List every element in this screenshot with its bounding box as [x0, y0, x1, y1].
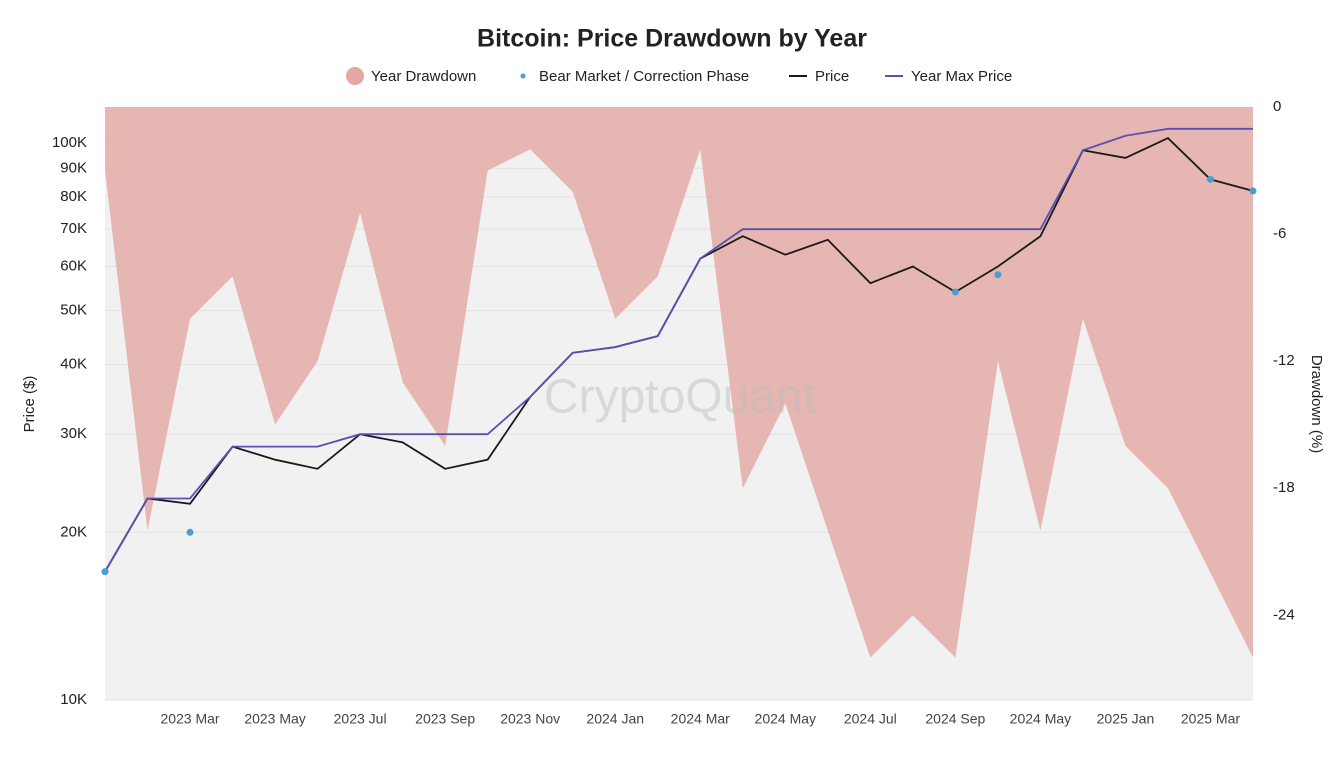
y2-axis-label: Drawdown (%)	[1308, 355, 1325, 453]
x-tick-label: 2023 May	[244, 711, 305, 727]
bear-point	[1249, 187, 1257, 195]
x-tick-label: 2023 Mar	[160, 711, 219, 727]
bear-point	[1206, 175, 1214, 183]
y-tick-label: 30K	[60, 425, 87, 442]
legend-item: Bear Market / Correction Phase	[520, 68, 749, 85]
y2-tick-label: -6	[1273, 225, 1286, 242]
y-tick-label: 50K	[60, 302, 87, 319]
x-tick-label: 2025 Mar	[1181, 711, 1240, 727]
legend-item: Year Max Price	[885, 68, 1012, 85]
legend-swatch	[520, 73, 526, 79]
x-tick-label: 2024 Sep	[925, 711, 985, 727]
y2-tick-label: 0	[1273, 98, 1281, 115]
y-tick-label: 80K	[60, 188, 87, 205]
legend-item: Year Drawdown	[346, 67, 476, 85]
y-tick-label: 40K	[60, 356, 87, 373]
drawdown-area	[105, 107, 1253, 658]
watermark: CryptoQuant	[544, 371, 816, 424]
y-tick-label: 20K	[60, 523, 87, 540]
y-tick-label: 10K	[60, 691, 87, 708]
legend-label: Year Drawdown	[371, 68, 476, 85]
legend-label: Year Max Price	[911, 68, 1012, 85]
x-tick-label: 2024 Jan	[586, 711, 644, 727]
bear-point	[101, 568, 109, 576]
price-line	[104, 127, 1253, 573]
legend-swatch	[346, 67, 364, 85]
y2-tick-label: -24	[1273, 606, 1295, 623]
y2-tick-label: -18	[1273, 479, 1295, 496]
y-tick-label: 90K	[60, 159, 87, 176]
x-tick-label: 2024 May	[1010, 711, 1071, 727]
y-axis-label: Price ($)	[21, 376, 38, 433]
chart-title: Bitcoin: Price Drawdown by Year	[477, 25, 867, 53]
x-tick-label: 2024 May	[755, 711, 816, 727]
bear-point	[186, 528, 194, 536]
legend-label: Price	[815, 68, 849, 85]
y2-tick-label: -12	[1273, 352, 1295, 369]
x-tick-label: 2023 Sep	[415, 711, 475, 727]
x-tick-label: 2025 Jan	[1097, 711, 1155, 727]
bear-point	[994, 271, 1002, 279]
x-tick-label: 2024 Mar	[671, 711, 730, 727]
x-tick-label: 2023 Jul	[334, 711, 387, 727]
x-tick-label: 2023 Nov	[500, 711, 560, 727]
legend-label: Bear Market / Correction Phase	[539, 68, 749, 85]
bear-point	[951, 288, 959, 296]
y-tick-label: 70K	[60, 220, 87, 237]
y-tick-label: 100K	[52, 134, 87, 151]
legend-item: Price	[789, 68, 849, 85]
x-tick-label: 2024 Jul	[844, 711, 897, 727]
y-tick-label: 60K	[60, 257, 87, 274]
